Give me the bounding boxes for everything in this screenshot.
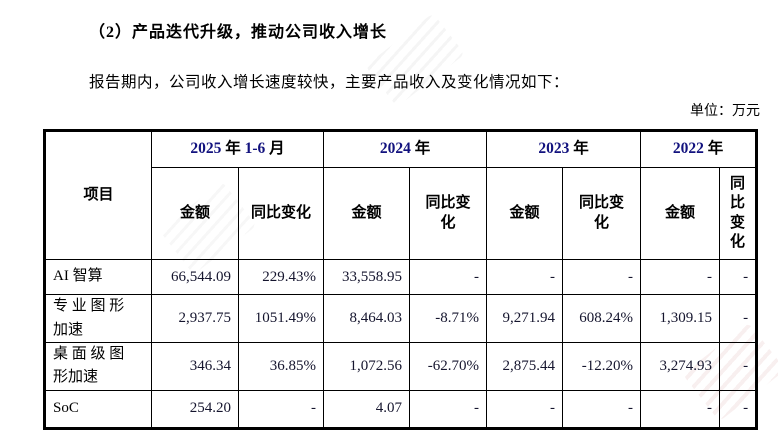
amount-cell: 2,875.44 — [486, 342, 564, 391]
unit-label: 单位：万元 — [690, 104, 760, 119]
year-number: 2025 — [190, 140, 222, 158]
amount-cell: 346.34 — [151, 342, 239, 391]
amount-cell: 8,464.03 — [323, 294, 411, 343]
column-header-2025: 2025 年 1-6 月 — [150, 130, 325, 168]
change-cell: - — [562, 259, 642, 295]
table-row: 专 业 图 形 加速 2,937.75 1051.49% 8,464.03 -8… — [44, 294, 758, 343]
item-cell: 桌 面 级 图 形加速 — [44, 342, 152, 391]
subheader-change-2022: 同 比 变 化 — [719, 167, 758, 260]
table-row: AI 智算 66,544.09 229.43% 33,558.95 - - - … — [44, 259, 758, 295]
change-cell: - — [562, 389, 642, 429]
change-cell: - — [237, 389, 325, 429]
table-row: SoC 254.20 - 4.07 - - - - - — [44, 389, 758, 429]
column-header-2024: 2024 年 — [323, 130, 488, 168]
item-cell: AI 智算 — [44, 259, 152, 295]
subheader-amount-2025: 金额 — [151, 167, 239, 260]
table-row: 桌 面 级 图 形加速 346.34 36.85% 1,072.56 -62.7… — [44, 342, 758, 391]
amount-cell: - — [486, 389, 564, 429]
subheader-amount-2023: 金额 — [486, 167, 564, 260]
change-cell: -8.71% — [409, 294, 488, 343]
change-cell: - — [719, 389, 758, 429]
change-cell: 1051.49% — [237, 294, 325, 343]
change-cell: 229.43% — [237, 259, 325, 295]
year-number: 2024 — [379, 140, 411, 158]
change-cell: - — [719, 259, 758, 295]
period-number: 1-6 — [244, 140, 266, 158]
section-heading: （2）产品迭代升级，推动公司收入增长 — [89, 24, 388, 41]
change-cell: -62.70% — [409, 342, 488, 391]
amount-cell: 2,937.75 — [151, 294, 239, 343]
year-number: 2023 — [538, 140, 570, 158]
amount-cell: 254.20 — [151, 389, 239, 429]
amount-cell: - — [486, 259, 564, 295]
change-cell: 36.85% — [237, 342, 325, 391]
intro-paragraph: 报告期内，公司收入增长速度较快，主要产品收入及变化情况如下： — [89, 74, 570, 91]
revenue-table: 项目 2025 年 1-6 月 2024 年 2023 年 2022 年 金额 … — [43, 129, 759, 430]
amount-cell: - — [640, 259, 721, 295]
subheader-change-2023: 同比变 化 — [562, 167, 642, 260]
amount-cell: 4.07 — [323, 389, 411, 429]
year-number: 2022 — [672, 140, 704, 158]
amount-cell: - — [640, 389, 721, 429]
amount-cell: 1,309.15 — [640, 294, 721, 343]
column-header-item: 项目 — [44, 130, 152, 260]
column-header-2022: 2022 年 — [640, 130, 758, 168]
change-cell: - — [719, 294, 758, 343]
amount-cell: 1,072.56 — [323, 342, 411, 391]
subheader-change-2024: 同比变 化 — [409, 167, 488, 260]
header-row-years: 项目 2025 年 1-6 月 2024 年 2023 年 2022 年 — [44, 130, 758, 260]
change-cell: - — [719, 342, 758, 391]
change-cell: - — [409, 259, 488, 295]
amount-cell: 66,544.09 — [151, 259, 239, 295]
column-header-2023: 2023 年 — [486, 130, 642, 168]
amount-cell: 33,558.95 — [323, 259, 411, 295]
change-cell: -12.20% — [562, 342, 642, 391]
header-row-subcolumns: 金额 同比变化 金额 同比变 化 金额 同比变 化 金额 同 比 变 化 — [45, 167, 758, 260]
subheader-amount-2022: 金额 — [640, 167, 721, 260]
item-cell: 专 业 图 形 加速 — [44, 294, 152, 343]
amount-cell: 9,271.94 — [486, 294, 564, 343]
subheader-amount-2024: 金额 — [323, 167, 411, 260]
amount-cell: 3,274.93 — [640, 342, 721, 391]
change-cell: - — [409, 389, 488, 429]
subheader-change-2025: 同比变化 — [237, 167, 325, 260]
item-cell: SoC — [44, 389, 152, 429]
change-cell: 608.24% — [562, 294, 642, 343]
